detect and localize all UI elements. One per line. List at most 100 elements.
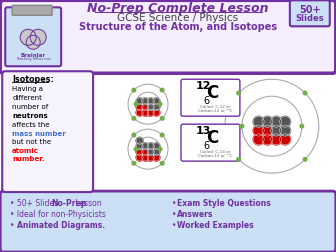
FancyBboxPatch shape (0, 191, 336, 252)
FancyBboxPatch shape (181, 124, 240, 161)
Text: 12: 12 (196, 81, 211, 91)
Text: Lesson: Lesson (73, 199, 102, 208)
Circle shape (160, 116, 164, 120)
Circle shape (147, 98, 154, 105)
Circle shape (132, 88, 136, 92)
Text: Structure of the Atom, and Isotopes: Structure of the Atom, and Isotopes (79, 22, 277, 32)
Circle shape (160, 88, 164, 92)
Circle shape (142, 148, 149, 155)
Circle shape (262, 134, 273, 145)
Circle shape (136, 137, 143, 144)
FancyBboxPatch shape (5, 7, 61, 66)
Text: atomic: atomic (12, 148, 39, 154)
Text: •: • (172, 199, 179, 208)
Circle shape (142, 98, 149, 105)
Circle shape (240, 124, 244, 128)
Text: Answers: Answers (177, 210, 213, 218)
Circle shape (147, 143, 154, 150)
Text: •: • (10, 220, 17, 230)
Text: neutrons: neutrons (12, 113, 48, 119)
FancyBboxPatch shape (2, 71, 93, 192)
Circle shape (134, 102, 138, 106)
Text: different: different (12, 95, 42, 101)
Circle shape (147, 109, 154, 116)
Text: number of: number of (12, 104, 48, 110)
Circle shape (153, 109, 160, 116)
Circle shape (136, 143, 143, 150)
Circle shape (153, 154, 160, 161)
Circle shape (253, 116, 264, 127)
Circle shape (158, 102, 162, 106)
Text: Called: C-13 or
Carbon-13 or ¹³C: Called: C-13 or Carbon-13 or ¹³C (198, 150, 232, 159)
Circle shape (142, 104, 149, 110)
Text: GCSE Science / Physics: GCSE Science / Physics (117, 13, 239, 23)
Circle shape (253, 134, 264, 145)
FancyBboxPatch shape (12, 5, 52, 15)
Circle shape (303, 158, 307, 161)
Text: Worked Examples: Worked Examples (177, 220, 254, 230)
FancyBboxPatch shape (0, 0, 336, 73)
Text: Isotopes:: Isotopes: (12, 75, 54, 84)
Circle shape (271, 134, 282, 145)
Text: C: C (206, 129, 218, 147)
Circle shape (271, 116, 282, 127)
Circle shape (147, 148, 154, 155)
Circle shape (132, 162, 136, 165)
Circle shape (142, 143, 149, 150)
Circle shape (158, 147, 162, 151)
Circle shape (280, 125, 291, 136)
Circle shape (136, 104, 143, 110)
Circle shape (271, 125, 282, 136)
Circle shape (160, 133, 164, 137)
Text: Slides: Slides (295, 14, 324, 23)
Circle shape (153, 98, 160, 105)
Circle shape (20, 29, 36, 45)
Text: Having a: Having a (12, 86, 43, 92)
Text: mass number: mass number (12, 131, 66, 137)
Text: 6: 6 (203, 141, 209, 151)
Circle shape (134, 147, 138, 151)
Text: • 50+ Slides: • 50+ Slides (10, 199, 61, 208)
Circle shape (237, 91, 241, 95)
Circle shape (30, 29, 46, 45)
Circle shape (136, 98, 143, 105)
Text: but not the: but not the (12, 139, 51, 145)
Circle shape (303, 91, 307, 95)
Circle shape (147, 154, 154, 161)
Text: • Ideal for non-Physicists: • Ideal for non-Physicists (10, 210, 106, 218)
Text: Animated Diagrams.: Animated Diagrams. (16, 220, 104, 230)
Circle shape (262, 125, 273, 136)
Circle shape (132, 133, 136, 137)
Circle shape (153, 104, 160, 110)
Circle shape (136, 109, 143, 116)
Circle shape (132, 116, 136, 120)
Circle shape (237, 158, 241, 161)
Circle shape (253, 125, 264, 136)
Text: Called: C-12 or
Carbon-12 or ¹²C: Called: C-12 or Carbon-12 or ¹²C (198, 105, 232, 113)
Circle shape (280, 116, 291, 127)
Text: BrainJar: BrainJar (20, 53, 46, 58)
Text: No-Prep: No-Prep (51, 199, 86, 208)
Text: affects the: affects the (12, 122, 50, 128)
Text: •: • (172, 210, 179, 218)
Circle shape (280, 134, 291, 145)
Circle shape (153, 143, 160, 150)
Text: Exam Style Questions: Exam Style Questions (177, 199, 271, 208)
Text: C: C (206, 84, 218, 102)
Circle shape (147, 104, 154, 110)
Circle shape (142, 109, 149, 116)
Text: Teaching Resources: Teaching Resources (16, 57, 51, 61)
Circle shape (153, 148, 160, 155)
Circle shape (300, 124, 304, 128)
Text: 50+: 50+ (299, 5, 321, 15)
Circle shape (136, 148, 143, 155)
Text: No-Prep Complete Lesson: No-Prep Complete Lesson (87, 2, 269, 15)
Circle shape (142, 154, 149, 161)
Text: •: • (172, 220, 179, 230)
Text: 13: 13 (196, 126, 211, 136)
Circle shape (136, 154, 143, 161)
FancyBboxPatch shape (290, 0, 330, 26)
Circle shape (26, 35, 40, 49)
Circle shape (160, 162, 164, 165)
Text: number.: number. (12, 156, 45, 162)
